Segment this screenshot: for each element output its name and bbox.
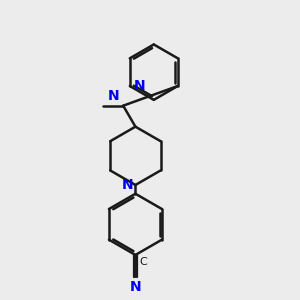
Text: N: N <box>133 79 145 93</box>
Text: C: C <box>139 257 147 267</box>
Text: N: N <box>122 178 133 192</box>
Text: N: N <box>108 89 120 103</box>
Text: N: N <box>130 280 141 294</box>
